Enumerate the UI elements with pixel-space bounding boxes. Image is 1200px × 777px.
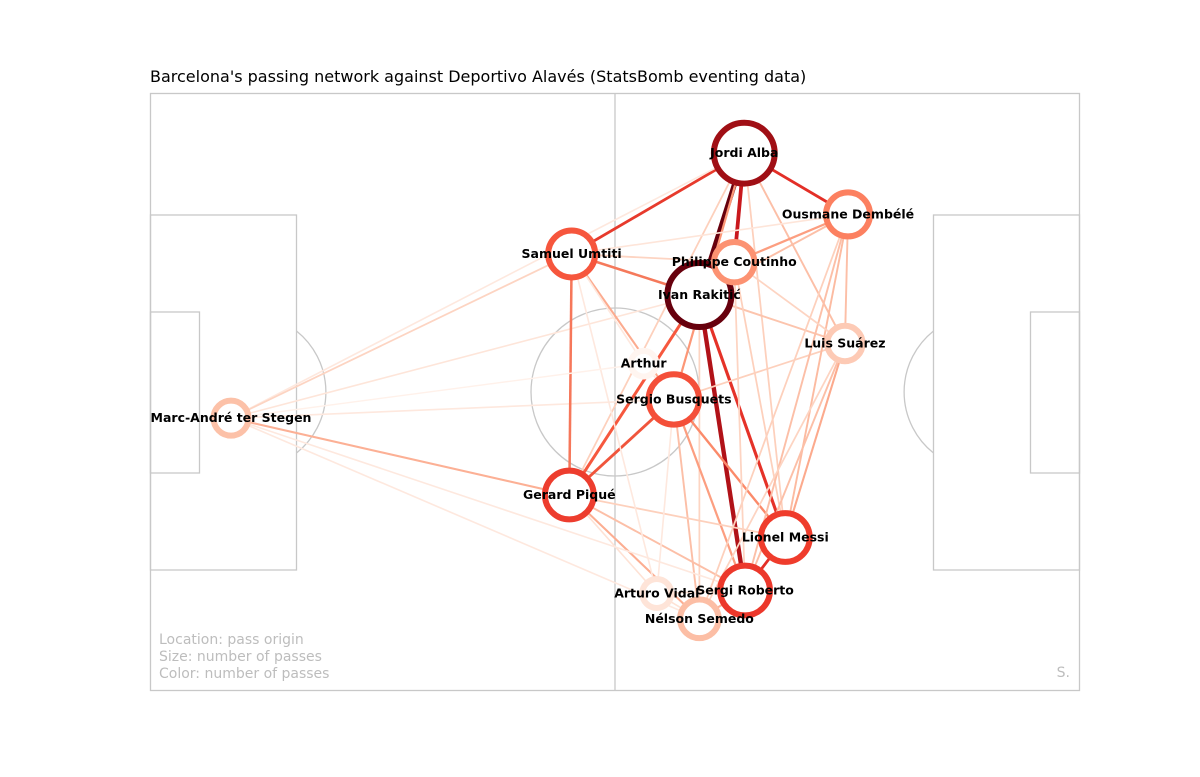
player-label-semedo: Nélson Semedo <box>645 611 754 626</box>
credit: S. <box>1057 665 1070 681</box>
player-label-alba: Jordi Alba <box>709 145 778 160</box>
player-label-suarez: Luis Suárez <box>804 335 885 350</box>
player-label-dembele: Ousmane Dembélé <box>782 206 914 221</box>
left-penalty-box <box>151 215 297 570</box>
player-label-pique: Gerard Piqué <box>523 487 616 502</box>
player-label-messi: Lionel Messi <box>742 530 829 545</box>
pass-edge-vidal-umtiti <box>572 254 657 594</box>
pitch <box>151 94 1080 691</box>
pass-edge-pique-stegen <box>231 418 569 495</box>
pass-edge-umtiti-stegen <box>231 254 572 418</box>
player-label-arthur: Arthur <box>621 356 668 371</box>
right-penalty-arc <box>904 331 933 453</box>
player-label-rakitic: Ivan Rakitić <box>658 287 741 302</box>
legend: Location: pass origin Size: number of pa… <box>159 632 329 682</box>
player-label-roberto: Sergi Roberto <box>696 583 794 598</box>
left-six-yard-box <box>151 312 200 473</box>
pass-edges <box>231 153 848 619</box>
player-label-busquets: Sergio Busquets <box>616 391 731 406</box>
player-label-stegen: Marc-André ter Stegen <box>151 410 312 425</box>
pass-edge-roberto-stegen <box>231 418 745 590</box>
right-penalty-box <box>934 215 1080 570</box>
legend-size: Size: number of passes <box>159 649 322 665</box>
player-label-umtiti: Samuel Umtiti <box>522 246 622 261</box>
player-label-vidal: Arturo Vidal <box>614 585 699 600</box>
player-label-coutinho: Philippe Coutinho <box>672 254 797 269</box>
right-six-yard-box <box>1031 312 1080 473</box>
legend-location: Location: pass origin <box>159 632 304 648</box>
legend-color: Color: number of passes <box>159 666 329 682</box>
pass-edge-pique-umtiti <box>569 254 571 495</box>
player-nodes <box>214 123 871 638</box>
